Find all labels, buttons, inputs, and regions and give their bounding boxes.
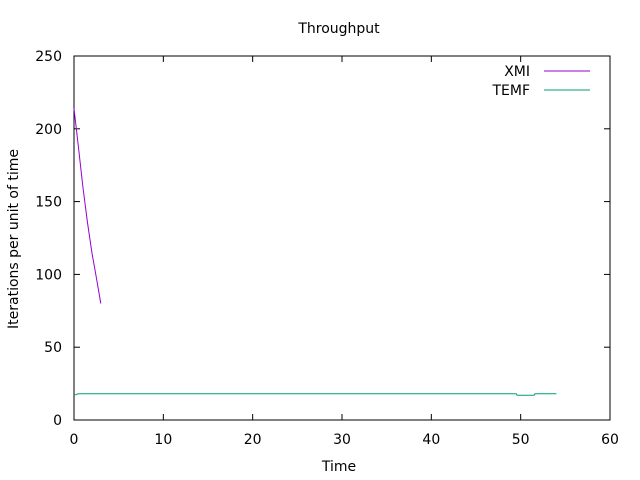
series-line-xmi [73,108,102,304]
x-tick-label: 40 [422,432,440,448]
legend: XMI TEMF [491,64,590,99]
series-line-temf [73,393,557,396]
y-axis: 0 50 100 150 200 250 [35,49,610,429]
x-tick-label: 30 [333,432,351,448]
plot-area [73,55,611,421]
y-axis-label: Iterations per unit of time [6,149,22,329]
y-tick-label: 0 [53,413,62,429]
x-tick-label: 10 [154,432,172,448]
y-tick-label: 200 [35,122,62,138]
x-tick-label: 60 [601,432,619,448]
legend-label-temf: TEMF [491,83,530,99]
chart-title: Throughput [297,21,380,37]
plot-border [73,55,611,421]
legend-label-xmi: XMI [504,64,530,80]
y-tick-label: 50 [44,340,62,356]
y-tick-label: 100 [35,267,62,283]
x-axis: 0 10 20 30 40 50 60 [70,56,619,448]
x-tick-label: 0 [70,432,79,448]
series-layer [73,108,557,396]
y-tick-label: 150 [35,195,62,211]
y-tick-label: 250 [35,49,62,65]
x-tick-label: 50 [512,432,530,448]
x-axis-label: Time [321,459,356,475]
x-tick-label: 20 [244,432,262,448]
